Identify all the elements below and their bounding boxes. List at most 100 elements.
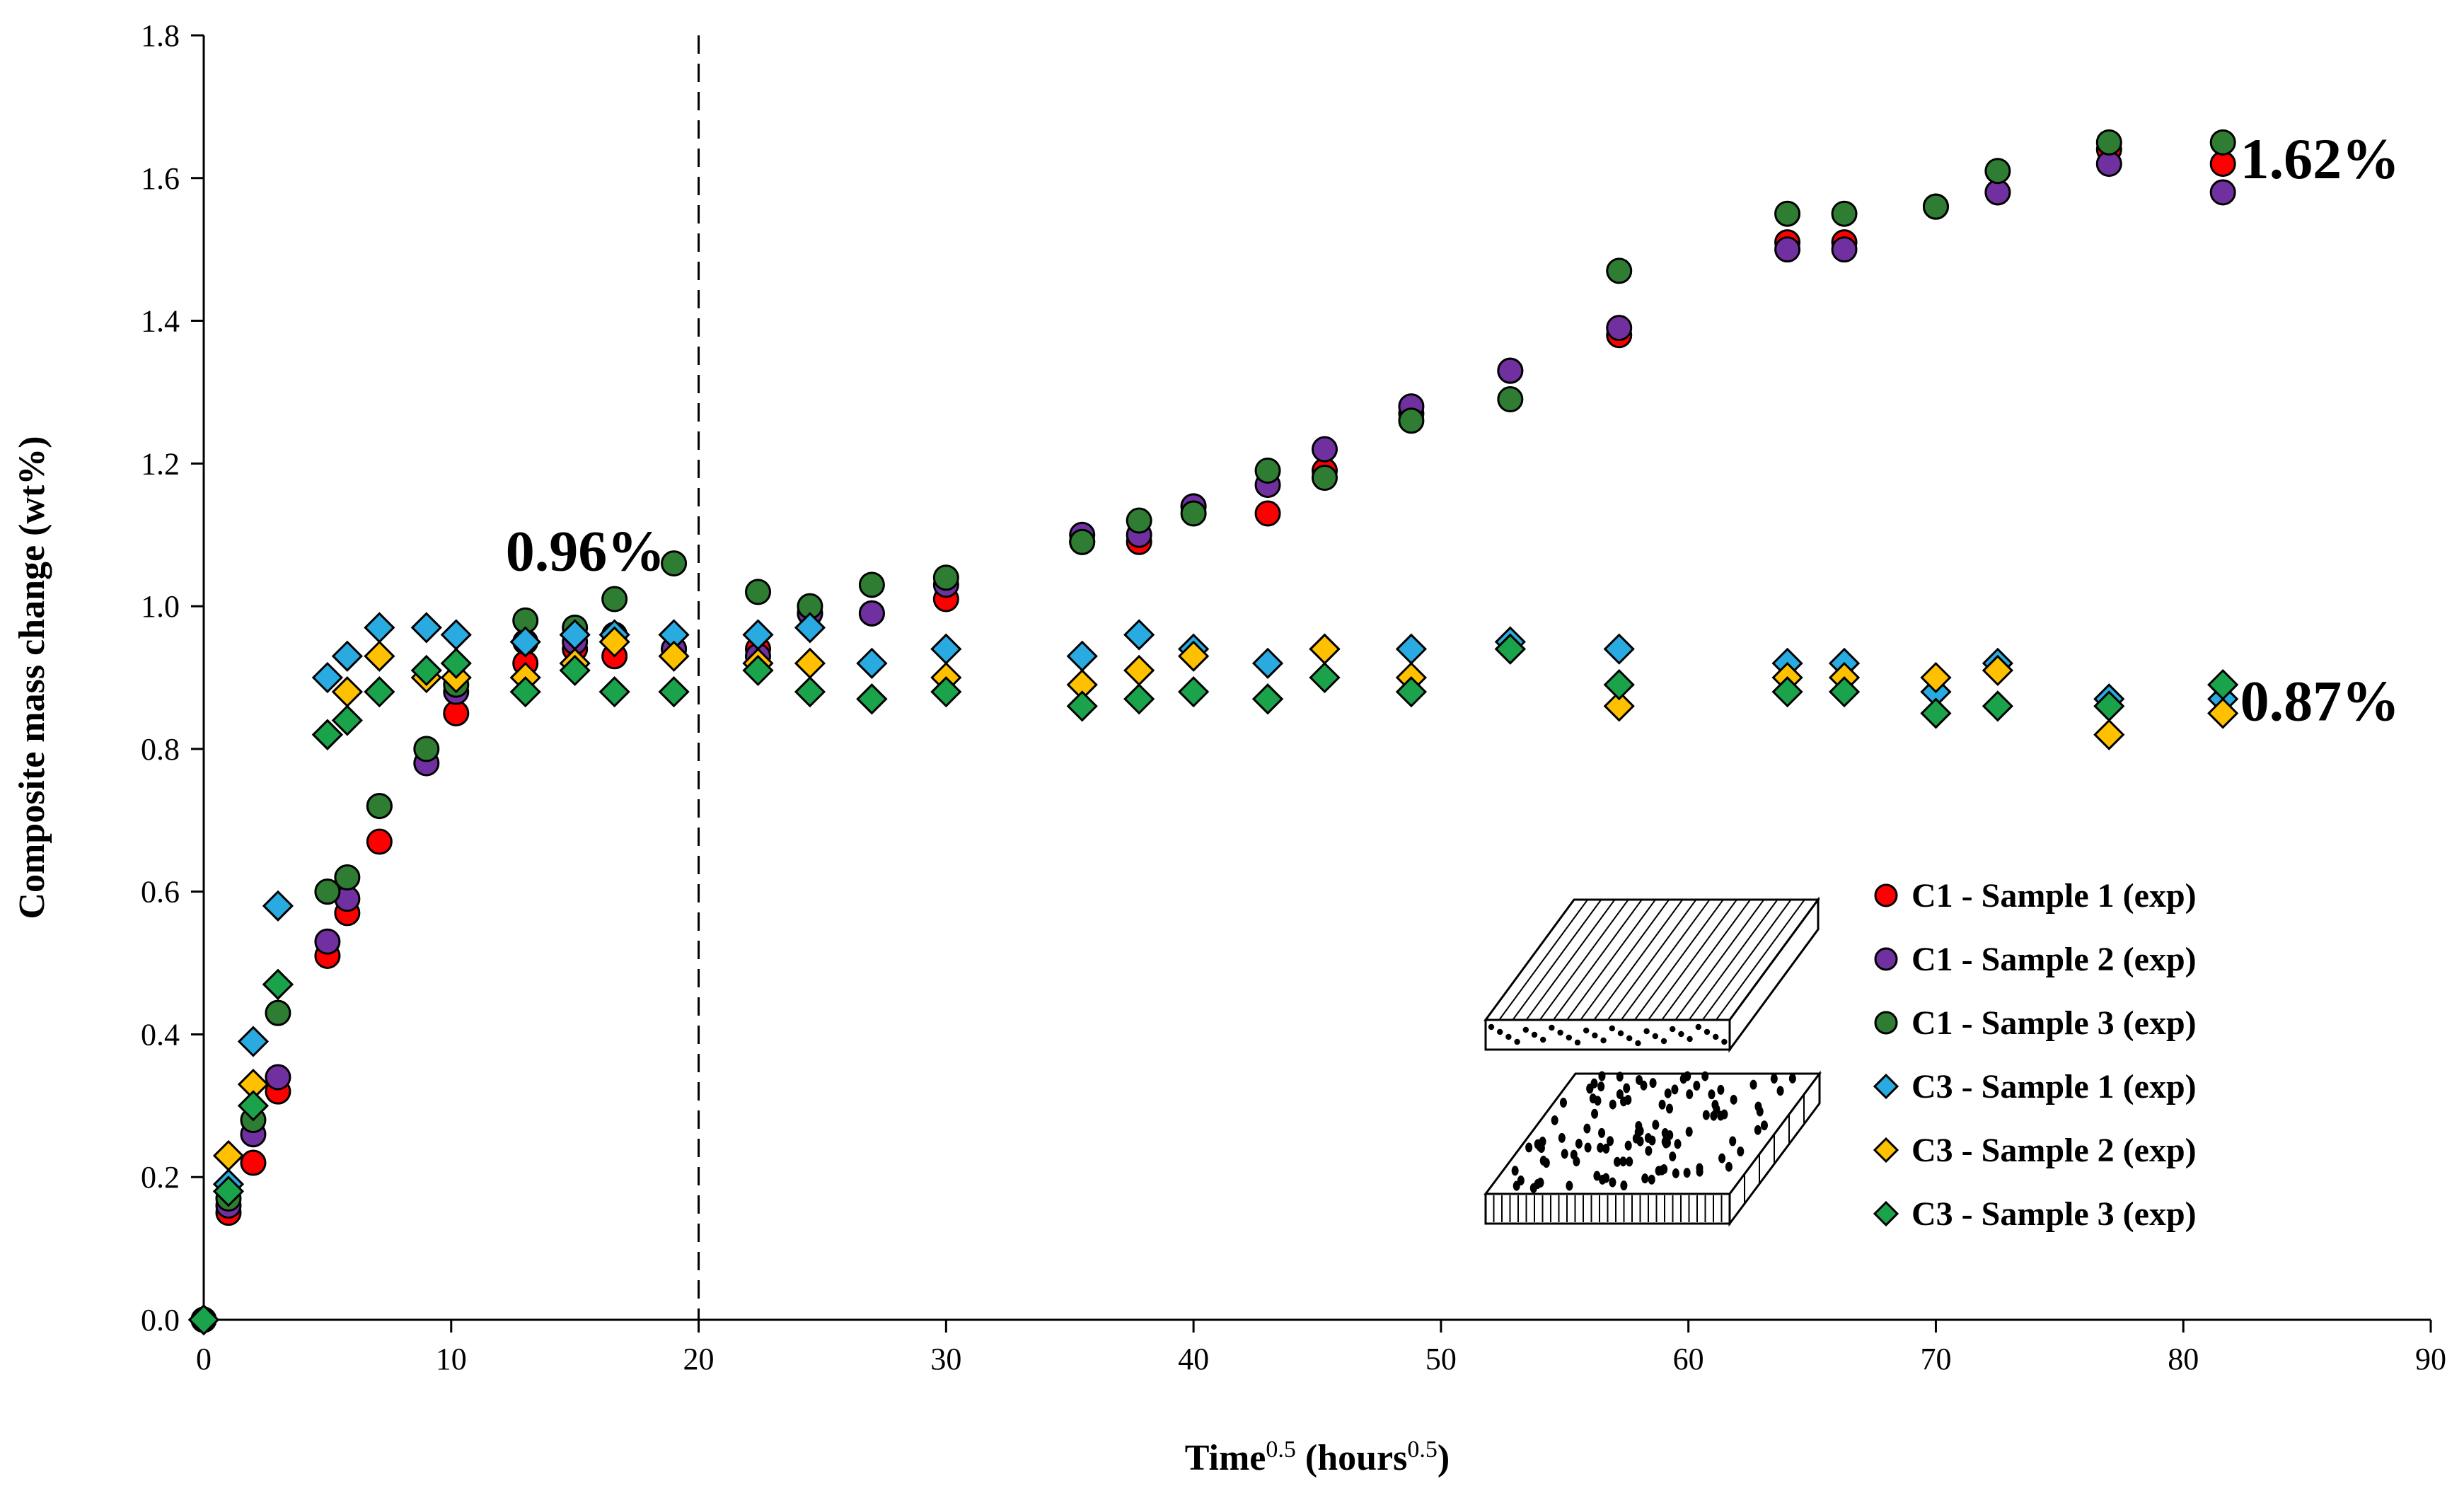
fiber-dot [1616,1072,1624,1082]
data-point [311,719,344,750]
data-point [794,612,826,644]
fiber-dot [1557,1029,1563,1036]
y-tick-label: 1.6 [141,161,180,196]
fiber-dot [1619,1156,1627,1167]
data-point [1603,633,1635,665]
fiber-dot [1640,1080,1648,1091]
data-point [1494,633,1526,665]
data-point [1126,507,1152,534]
fiber-dot [1626,1156,1633,1167]
data-point [440,647,472,679]
fiber-dot [1599,1174,1607,1185]
hatch-line [1593,899,1684,1021]
y-tick-label: 1.2 [141,446,180,481]
fiber-dot [1525,1142,1533,1153]
fiber-dot [1583,1123,1591,1134]
legend-marker [1873,1200,1899,1227]
data-point [1771,676,1803,708]
fiber-dot [1635,1040,1641,1047]
data-point [858,571,885,598]
fiber-dot [1591,1108,1599,1119]
data-point [2093,719,2125,750]
x-tick-label: 90 [2415,1342,2446,1376]
fiber-dot [1598,1071,1606,1081]
data-point [265,1064,291,1091]
data-point [1180,500,1207,527]
data-point [930,676,962,708]
data-point [1177,640,1210,672]
hatch-line [1648,899,1737,1021]
hatch-line [1607,899,1697,1021]
fiber-dot [1729,1136,1737,1147]
fiber-dot [1617,1030,1624,1037]
legend-marker [1874,947,1898,971]
fiber-dot [1616,1089,1624,1100]
data-point [1831,236,1858,263]
fiber-dot [1721,1038,1728,1045]
data-point [364,676,395,708]
data-point [212,1139,245,1172]
fiber-dot [1626,1035,1633,1042]
fiber-dot [1505,1033,1512,1040]
fiber-dot [1514,1038,1520,1045]
data-point [1311,436,1338,463]
legend-label: C1 - Sample 1 (exp) [1911,877,2197,915]
data-point [2093,690,2125,722]
fiber-dot [1570,1149,1578,1160]
data-point [265,999,291,1026]
legend-item: C1 - Sample 2 (exp) [1874,941,2197,978]
fiber-dot [1749,1079,1757,1090]
fiber-dot [1665,1103,1673,1114]
annotation-label: 0.87% [2240,669,2400,733]
fiber-dot [1693,1081,1701,1091]
fiber-dot [1652,1120,1660,1130]
fiber-dot [1529,1183,1537,1193]
fiber-dot [1684,1071,1691,1081]
x-tick-label: 10 [436,1342,467,1376]
data-point [858,600,885,627]
x-tick-label: 80 [2168,1342,2199,1376]
x-axis-title-part: Time [1185,1438,1266,1478]
fiber-dot [1592,1032,1598,1039]
fiber-dot [1649,1078,1657,1089]
fiber-dot [1685,1127,1693,1137]
fiber-dot [1666,1130,1674,1140]
data-point [311,661,344,694]
data-point [1497,357,1524,384]
hatch-line [1701,899,1792,1021]
data-point [331,704,363,736]
fiber-dot [1708,1089,1716,1100]
y-tick-label: 1.8 [141,18,180,53]
fiber-dot [1624,1140,1632,1151]
data-point [509,626,541,658]
fiber-dot [1652,1033,1658,1040]
data-point [237,1090,270,1122]
hatch-line [1512,899,1602,1021]
fiber-dot [1609,1025,1615,1032]
x-axis-title-part: ) [1438,1438,1450,1478]
y-tick-label: 0.6 [141,875,180,910]
fiber-dot [1760,1120,1768,1131]
x-tick-label: 20 [683,1342,715,1376]
data-point [598,676,630,708]
x-tick-label: 30 [930,1342,961,1376]
fiber-dot [1713,1033,1719,1040]
fiber-dot [1600,1037,1607,1044]
data-point [1982,690,2014,722]
fiber-dot [1695,1023,1701,1031]
fiber-dot [1672,1168,1679,1178]
data-point [658,676,690,708]
data-point [601,586,628,613]
legend-label: C3 - Sample 3 (exp) [1911,1195,2197,1233]
y-tick-label: 0.2 [141,1160,180,1195]
annotations: 0.96% 1.62% 0.87% [506,127,2400,733]
data-point [856,683,888,715]
data-point [1606,315,1633,342]
data-point [1922,193,1949,220]
hatch-line [1580,899,1670,1021]
fiber-dot [1669,1151,1677,1162]
fiber-dot [1583,1027,1590,1034]
data-point [1311,465,1338,492]
data-point [2209,129,2236,156]
